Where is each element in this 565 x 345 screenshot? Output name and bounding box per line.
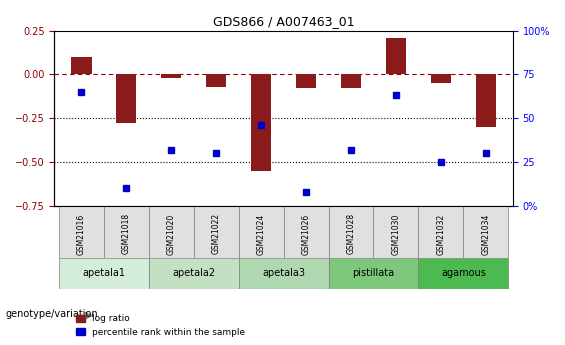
FancyBboxPatch shape xyxy=(238,206,284,258)
Text: genotype/variation: genotype/variation xyxy=(6,309,98,319)
FancyBboxPatch shape xyxy=(373,206,419,258)
Text: GSM21034: GSM21034 xyxy=(481,213,490,255)
Text: GSM21016: GSM21016 xyxy=(77,213,86,255)
Bar xyxy=(341,74,361,88)
Text: agamous: agamous xyxy=(441,268,486,278)
Text: GSM21032: GSM21032 xyxy=(436,213,445,255)
FancyBboxPatch shape xyxy=(419,258,509,289)
Text: GSM21022: GSM21022 xyxy=(212,213,221,255)
FancyBboxPatch shape xyxy=(329,258,419,289)
FancyBboxPatch shape xyxy=(329,206,373,258)
Text: pistillata: pistillata xyxy=(353,268,394,278)
Bar xyxy=(251,74,271,170)
FancyBboxPatch shape xyxy=(59,258,149,289)
Text: GSM21024: GSM21024 xyxy=(257,213,266,255)
Legend: log ratio, percentile rank within the sample: log ratio, percentile rank within the sa… xyxy=(72,311,249,341)
Text: GSM21026: GSM21026 xyxy=(302,213,311,255)
Text: GSM21018: GSM21018 xyxy=(122,213,131,255)
FancyBboxPatch shape xyxy=(284,206,329,258)
Text: apetala3: apetala3 xyxy=(262,268,305,278)
FancyBboxPatch shape xyxy=(149,258,238,289)
Title: GDS866 / A007463_01: GDS866 / A007463_01 xyxy=(213,15,354,28)
Bar xyxy=(431,74,451,83)
FancyBboxPatch shape xyxy=(104,206,149,258)
Text: GSM21020: GSM21020 xyxy=(167,213,176,255)
FancyBboxPatch shape xyxy=(238,258,329,289)
Bar xyxy=(71,57,92,74)
Bar xyxy=(476,74,496,127)
FancyBboxPatch shape xyxy=(419,206,463,258)
FancyBboxPatch shape xyxy=(149,206,194,258)
Text: GSM21030: GSM21030 xyxy=(392,213,401,255)
Bar xyxy=(161,74,181,78)
Bar xyxy=(116,74,137,123)
Text: apetala1: apetala1 xyxy=(82,268,125,278)
Text: GSM21028: GSM21028 xyxy=(346,213,355,255)
FancyBboxPatch shape xyxy=(59,206,104,258)
FancyBboxPatch shape xyxy=(463,206,508,258)
Bar xyxy=(386,38,406,74)
FancyBboxPatch shape xyxy=(194,206,238,258)
Bar xyxy=(206,74,227,87)
Bar xyxy=(296,74,316,88)
Text: apetala2: apetala2 xyxy=(172,268,215,278)
